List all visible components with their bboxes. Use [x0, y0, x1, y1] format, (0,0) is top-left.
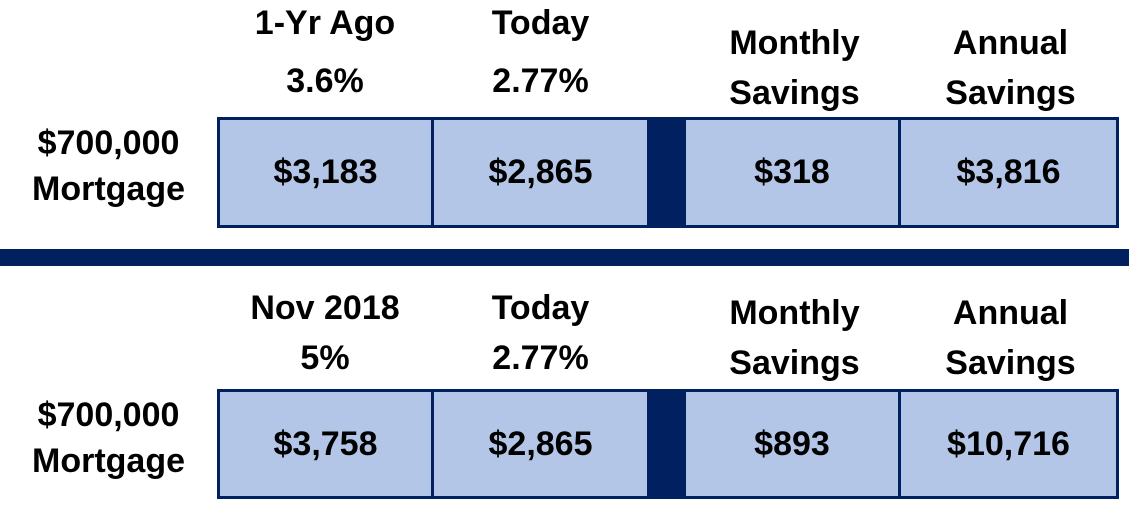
header-period-label: Today: [491, 4, 590, 42]
values-row: $3,758 $2,865 $893 $10,716: [217, 389, 1119, 499]
cell-border: [431, 392, 434, 496]
header-savings-label-line1: Annual: [952, 24, 1069, 62]
header-savings-label-line1: Monthly: [729, 294, 860, 332]
column-header-today: Today 2.77%: [433, 283, 648, 383]
row-label-mortgage-amount: $700,000 Mortgage: [0, 120, 217, 212]
header-savings-label-line1: Annual: [952, 294, 1069, 332]
cell-border: [431, 120, 434, 225]
column-header-monthly-savings: Monthly Savings: [687, 18, 902, 118]
header-period-label: Today: [491, 289, 590, 327]
header-rate-label: 3.6%: [286, 62, 364, 100]
column-separator-block: [647, 392, 686, 496]
monthly-savings-cell: $893: [686, 392, 898, 496]
column-header-nov-2018: Nov 2018 5%: [217, 283, 433, 383]
monthly-savings-cell: $318: [686, 120, 898, 225]
annual-savings-cell: $3,816: [901, 120, 1116, 225]
values-row: $3,183 $2,865 $318 $3,816: [217, 117, 1119, 228]
header-savings-label-line2: Savings: [945, 74, 1076, 112]
row-label-line1: $700,000: [37, 396, 180, 434]
column-header-1yr-ago: 1-Yr Ago 3.6%: [217, 0, 433, 110]
header-rate-label: 5%: [300, 339, 350, 377]
column-header-monthly-savings: Monthly Savings: [687, 288, 902, 388]
column-header-annual-savings: Annual Savings: [902, 18, 1119, 118]
column-header-annual-savings: Annual Savings: [902, 288, 1119, 388]
payment-cell-1yr-ago: $3,183: [220, 120, 431, 225]
header-savings-label-line2: Savings: [729, 344, 860, 382]
row-label-mortgage-amount: $700,000 Mortgage: [0, 392, 217, 484]
header-savings-label-line1: Monthly: [729, 24, 860, 62]
column-header-today: Today 2.77%: [433, 0, 648, 110]
payment-cell-nov-2018: $3,758: [220, 392, 431, 496]
cell-border: [898, 392, 901, 496]
row-label-line1: $700,000: [37, 124, 180, 162]
row-label-line2: Mortgage: [32, 170, 185, 208]
header-rate-label: 2.77%: [492, 339, 589, 377]
cell-border: [898, 120, 901, 225]
header-rate-label: 2.77%: [492, 62, 589, 100]
header-savings-label-line2: Savings: [729, 74, 860, 112]
payment-cell-today: $2,865: [434, 392, 647, 496]
annual-savings-cell: $10,716: [901, 392, 1116, 496]
payment-cell-today: $2,865: [434, 120, 647, 225]
section-divider-bar: [0, 249, 1129, 266]
row-label-line2: Mortgage: [32, 442, 185, 480]
header-savings-label-line2: Savings: [945, 344, 1076, 382]
header-period-label: 1-Yr Ago: [254, 4, 396, 42]
column-separator-block: [647, 120, 686, 225]
header-period-label: Nov 2018: [250, 289, 400, 327]
